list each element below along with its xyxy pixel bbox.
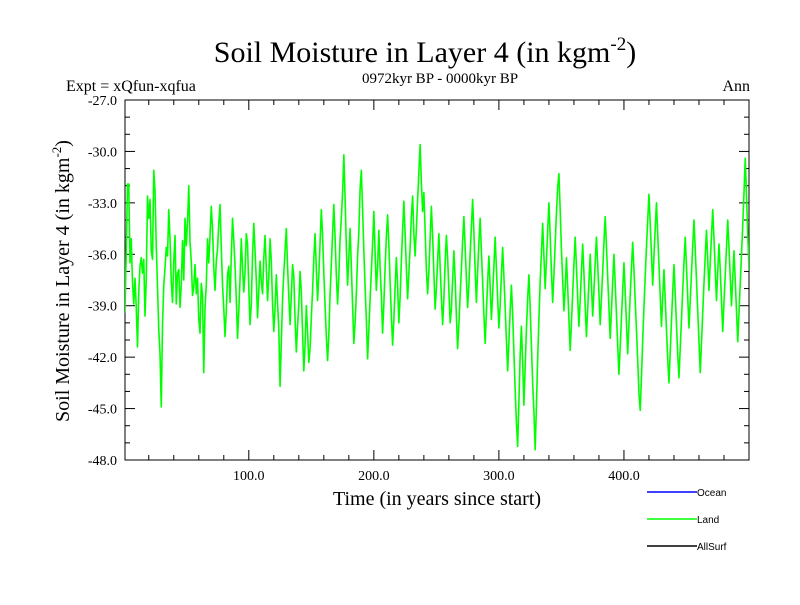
y-tick-label: -48.0: [88, 454, 117, 469]
y-tick-label: -39.0: [88, 300, 117, 315]
y-tick-label: -45.0: [88, 403, 117, 418]
time-range-subtitle: 0972kyr BP - 0000kyr BP: [362, 71, 518, 87]
x-axis-label: Time (in years since start): [333, 488, 541, 510]
y-tick-label: -36.0: [88, 248, 117, 263]
y-tick-label: -42.0: [88, 351, 117, 366]
experiment-label: Expt = xQfun-xqfua: [66, 78, 196, 95]
y-tick-label: -27.0: [88, 94, 117, 109]
axis-tick-labels: -27.0 -30.0 -33.0 -36.0 -39.0 -42.0 -45.0 -48.0…: [88, 94, 640, 484]
x-tick-label: 200.0: [358, 469, 390, 484]
legend-label-land: Land: [697, 515, 719, 526]
chart-title: Soil Moisture in Layer 4 (in kgm-2): [214, 34, 636, 69]
x-tick-label: 400.0: [608, 469, 640, 484]
legend: Ocean Land AllSurf: [647, 488, 727, 553]
x-tick-label: 100.0: [233, 469, 265, 484]
y-axis-label: Soil Moisture in Layer 4 (in kgm-2): [49, 140, 74, 422]
season-label: Ann: [722, 78, 750, 95]
y-tick-label: -30.0: [88, 145, 117, 160]
legend-label-ocean: Ocean: [697, 488, 726, 499]
legend-label-allsurf: AllSurf: [697, 542, 727, 553]
series-line-land: [125, 143, 749, 451]
y-tick-label: -33.0: [88, 197, 117, 212]
x-tick-label: 300.0: [483, 469, 515, 484]
